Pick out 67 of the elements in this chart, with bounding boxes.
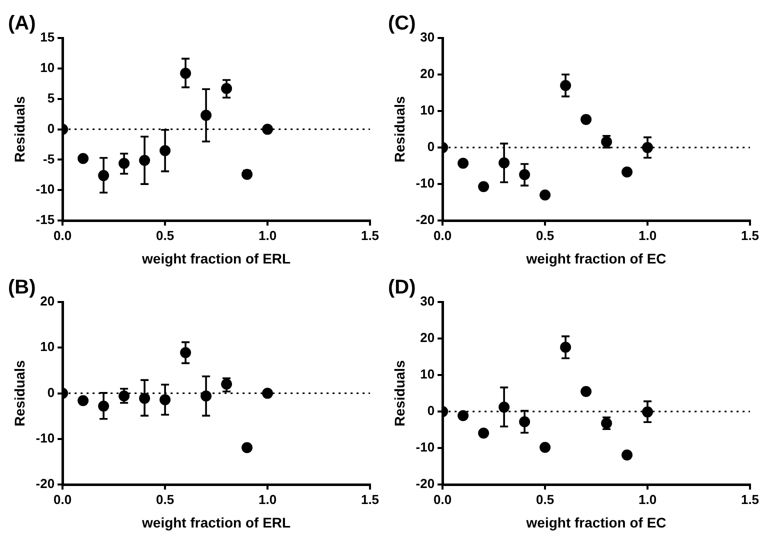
y-tick-label: 0	[427, 403, 435, 418]
point	[622, 450, 633, 461]
y-tick-label: 0	[47, 384, 55, 400]
x-tick-label: 0.0	[54, 228, 72, 243]
x-tick-label: 1.5	[740, 492, 760, 507]
y-tick-label: -10	[36, 430, 55, 446]
y-tick-label: 30	[420, 30, 435, 45]
y-tick-label: 15	[40, 30, 55, 45]
y-tick-label: -15	[36, 212, 55, 228]
chart-title: (C)	[388, 12, 416, 35]
point	[78, 395, 89, 406]
x-tick-label: 1.0	[258, 228, 277, 243]
y-tick-label: -10	[36, 182, 55, 197]
y-axis-title: Residuals	[11, 96, 28, 162]
x-tick-label: 1.0	[258, 492, 277, 507]
y-tick-label: 20	[40, 294, 55, 309]
y-tick-label: 10	[420, 366, 435, 382]
point	[540, 442, 551, 453]
point	[580, 114, 592, 125]
point	[458, 158, 469, 169]
chart-title: (D)	[388, 276, 416, 299]
point	[262, 124, 274, 135]
x-axis-title: weight fraction of EC	[525, 514, 666, 530]
point	[622, 166, 633, 178]
x-tick-label: 1.5	[360, 228, 380, 243]
x-tick-label: 0.5	[536, 492, 554, 507]
chart-title: (A)	[8, 12, 36, 35]
y-tick-label: 5	[47, 90, 55, 106]
x-axis-title: weight fraction of EC	[525, 250, 666, 266]
x-tick-label: 0.5	[536, 228, 554, 243]
y-tick-label: 10	[40, 339, 55, 354]
x-tick-label: 0.5	[156, 228, 174, 243]
chart-title: (B)	[8, 276, 36, 299]
point	[262, 388, 274, 399]
x-tick-label: 0.0	[54, 492, 72, 507]
point	[540, 190, 551, 201]
x-axis-title: weight fraction of ERL	[141, 514, 292, 530]
y-axis-title: Residuals	[391, 360, 408, 426]
x-tick-label: 0.0	[434, 228, 452, 243]
y-axis-title: Residuals	[391, 96, 408, 162]
y-tick-label: 20	[420, 66, 435, 82]
point	[478, 181, 490, 192]
y-tick-label: 10	[420, 102, 435, 118]
x-tick-label: 0.5	[156, 492, 174, 507]
y-tick-label: 0	[47, 120, 55, 136]
y-tick-label: 0	[427, 139, 435, 154]
point	[580, 386, 592, 397]
y-tick-label: 30	[420, 294, 435, 309]
y-tick-label: 10	[40, 60, 55, 76]
point	[478, 428, 490, 439]
y-tick-label: -20	[416, 212, 435, 228]
x-tick-label: 1.5	[360, 492, 380, 507]
y-tick-label: 20	[420, 330, 435, 346]
y-tick-label: -10	[416, 176, 435, 191]
x-tick-label: 1.0	[638, 492, 657, 507]
point	[458, 410, 469, 422]
y-tick-label: -20	[36, 476, 55, 492]
x-tick-label: 0.0	[434, 492, 452, 507]
y-axis-title: Residuals	[11, 360, 28, 426]
x-tick-label: 1.0	[638, 228, 657, 243]
x-axis-title: weight fraction of ERL	[141, 250, 292, 266]
y-tick-label: -20	[416, 476, 435, 492]
point	[78, 153, 89, 164]
x-tick-label: 1.5	[740, 228, 760, 243]
y-tick-label: -5	[43, 151, 55, 166]
y-tick-label: -10	[416, 440, 435, 455]
point	[242, 442, 253, 454]
